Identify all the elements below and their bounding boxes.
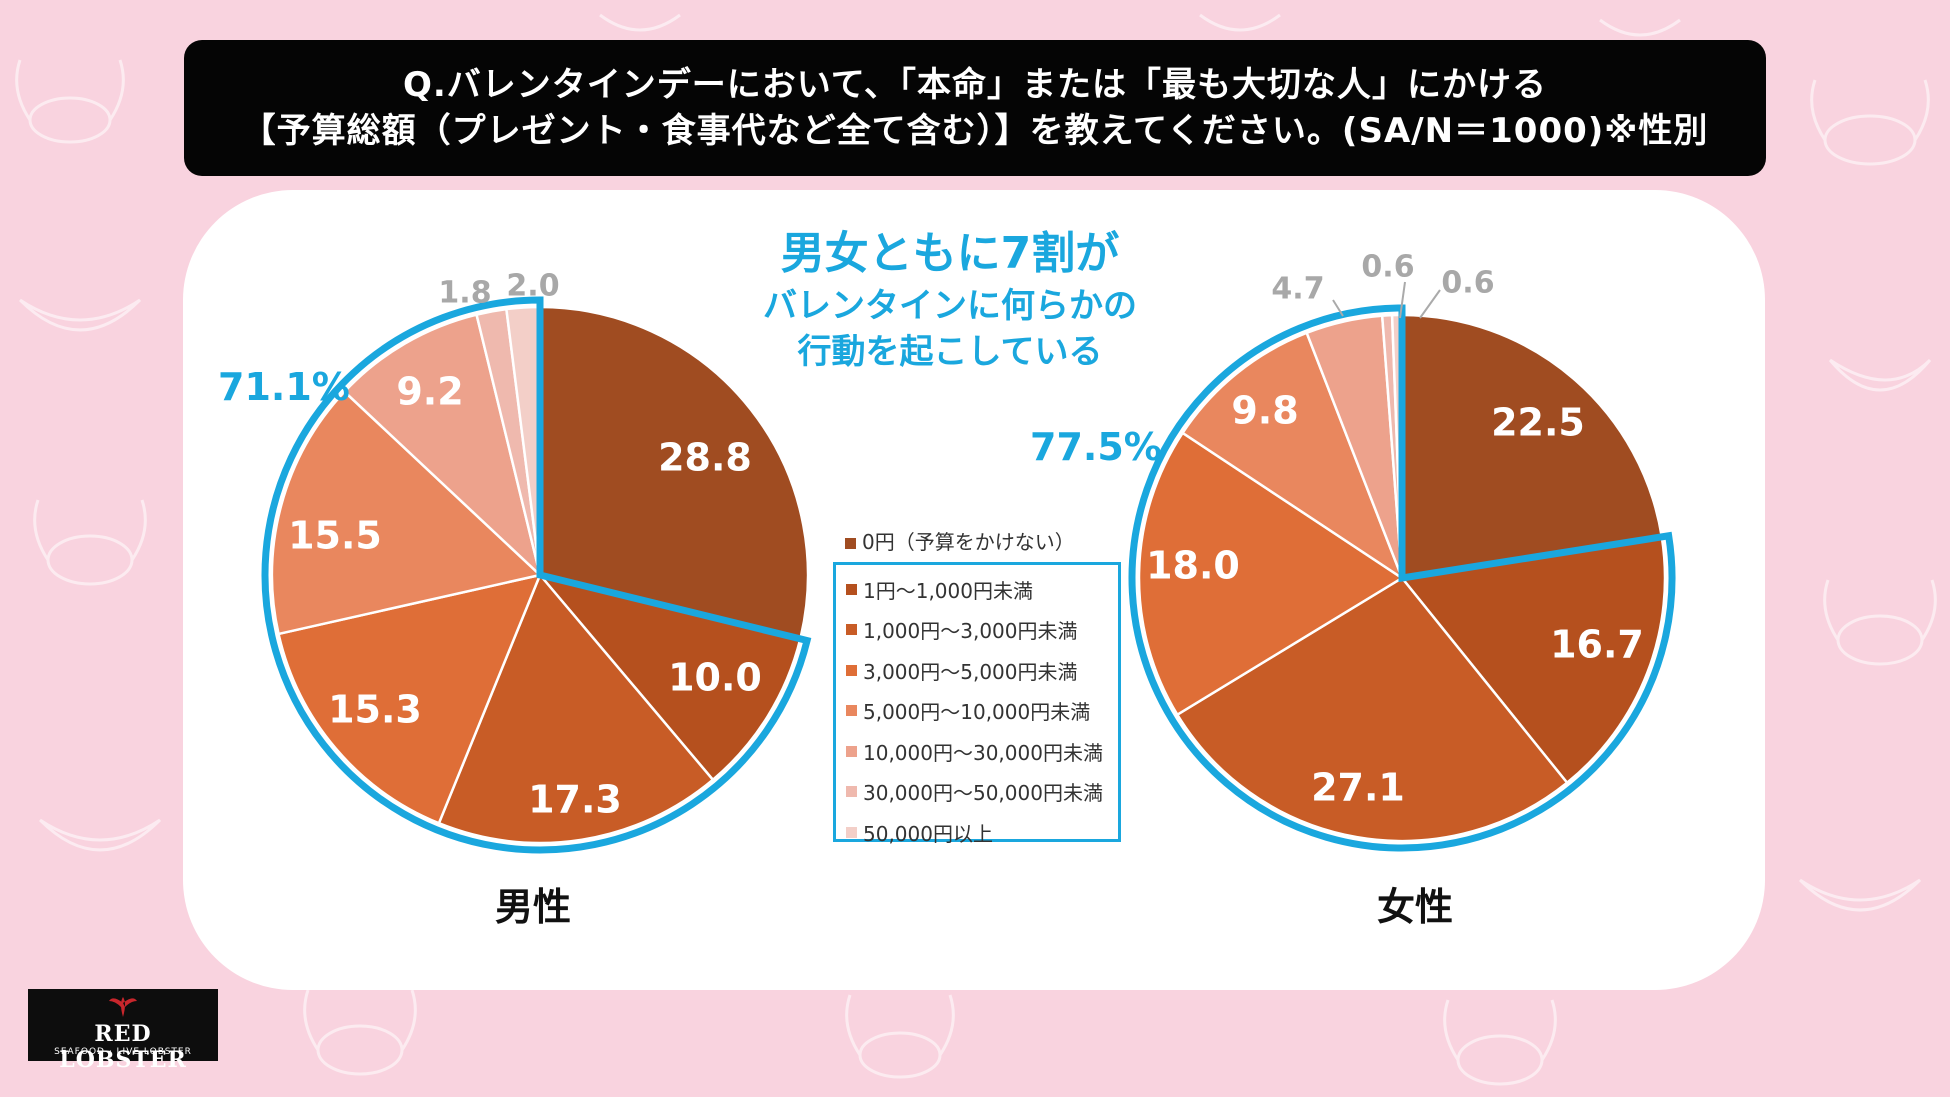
male-data-label-1: 10.0 — [668, 656, 762, 700]
lobster-icon — [109, 997, 137, 1017]
legend-label-1: 1円〜1,000円未満 — [863, 578, 1033, 603]
male-data-label-0: 28.8 — [658, 436, 752, 480]
legend-label-6: 30,000円〜50,000円未満 — [863, 781, 1103, 806]
legend-box: 1円〜1,000円未満 1,000円〜3,000円未満 3,000円〜5,000… — [833, 562, 1121, 846]
male-slice-2 — [437, 572, 715, 845]
female-slice-2 — [1175, 576, 1569, 843]
female-slice-4 — [1180, 331, 1405, 582]
callout: 男女ともに7割が バレンタインに何らかの 行動を起こしている — [700, 225, 1200, 375]
logo-tagline: SEAFOOD · LIVE LOBSTER — [54, 1047, 192, 1057]
question-title-box: Q.バレンタインデーにおいて、「本命」または「最も大切な人」にかける 【予算総額… — [184, 40, 1766, 176]
female-data-label-5: 4.7 — [1271, 272, 1324, 307]
female-data-label-4: 9.8 — [1231, 389, 1298, 433]
male-highlight-outline — [261, 296, 812, 854]
legend-item-3: 3,000円〜5,000円未満 — [836, 650, 1118, 691]
male-data-label-4: 15.5 — [288, 514, 382, 558]
male-data-label-5: 9.2 — [396, 370, 463, 414]
question-title-line1: Q.バレンタインデーにおいて、「本命」または「最も大切な人」にかける — [402, 65, 1548, 105]
callout-line2: バレンタインに何らかの — [763, 286, 1137, 326]
female-data-label-2: 27.1 — [1311, 766, 1405, 810]
legend-label-4: 5,000円〜10,000円未満 — [863, 700, 1091, 725]
female-data-label-6: 0.6 — [1361, 250, 1414, 285]
question-title-line2: 【予算総額（プレゼント・食事代など全て含む）】を教えてください。(SA/N＝10… — [241, 111, 1709, 151]
legend-label-3: 3,000円〜5,000円未満 — [863, 659, 1078, 684]
male-data-label-2: 17.3 — [528, 778, 622, 822]
red-lobster-logo: RED LOBSTER SEAFOOD · LIVE LOBSTER — [28, 989, 218, 1073]
female-slice-3 — [1137, 431, 1405, 717]
male-data-label-6: 1.8 — [438, 276, 491, 311]
legend-swatch-5 — [846, 745, 857, 757]
male-slice-3 — [277, 573, 543, 825]
male-data-label-7: 2.0 — [506, 269, 559, 304]
male-slice-4 — [270, 389, 543, 636]
female-data-label-3: 18.0 — [1146, 544, 1240, 588]
female-highlight-percent: 77.5% — [1030, 425, 1162, 469]
legend-label-2: 1,000円〜3,000円未満 — [863, 619, 1078, 644]
female-data-label-7: 0.6 — [1441, 266, 1494, 301]
legend-swatch-1 — [846, 583, 857, 595]
female-leader-line-2 — [1419, 289, 1441, 319]
female-data-label-1: 16.7 — [1550, 623, 1644, 667]
male-highlight-percent: 71.1% — [218, 365, 350, 409]
legend-item-6: 30,000円〜50,000円未満 — [836, 772, 1118, 813]
legend-swatch-7 — [846, 826, 857, 838]
legend-item-4: 5,000円〜10,000円未満 — [836, 691, 1118, 732]
legend-swatch-3 — [846, 664, 857, 676]
callout-line3: 行動を起こしている — [797, 332, 1103, 372]
legend-swatch-6 — [846, 786, 857, 798]
legend-item-1: 1円〜1,000円未満 — [836, 569, 1118, 610]
female-highlight-outline — [1128, 304, 1676, 852]
female-slice-0 — [1400, 313, 1664, 580]
male-slice-0 — [538, 305, 810, 641]
legend-swatch-2 — [846, 624, 857, 636]
female-data-label-0: 22.5 — [1491, 401, 1585, 445]
female-leader-line-1 — [1399, 281, 1406, 319]
legend-label-5: 10,000円〜30,000円未満 — [863, 740, 1103, 765]
female-chart-title: 女性 — [1377, 885, 1454, 929]
legend-label-7: 50,000円以上 — [863, 821, 993, 846]
male-chart-title: 男性 — [495, 885, 572, 929]
female-leader-line-0 — [1332, 299, 1344, 317]
male-slice-5 — [342, 313, 543, 579]
male-data-label-3: 15.3 — [328, 688, 422, 732]
callout-line1: 男女ともに7割が — [780, 228, 1120, 279]
legend-item-5: 10,000円〜30,000円未満 — [836, 731, 1118, 772]
legend-item-2: 1,000円〜3,000円未満 — [836, 610, 1118, 651]
female-slice-1 — [1399, 535, 1667, 785]
legend-swatch-0 — [845, 538, 856, 549]
legend-item-7: 50,000円以上 — [836, 812, 1118, 853]
legend-label-0: 0円（予算をかけない） — [862, 530, 1075, 554]
legend-swatch-4 — [846, 705, 857, 717]
logo-name: RED LOBSTER — [59, 1021, 187, 1073]
legend-item-0: 0円（予算をかけない） — [845, 526, 1075, 555]
